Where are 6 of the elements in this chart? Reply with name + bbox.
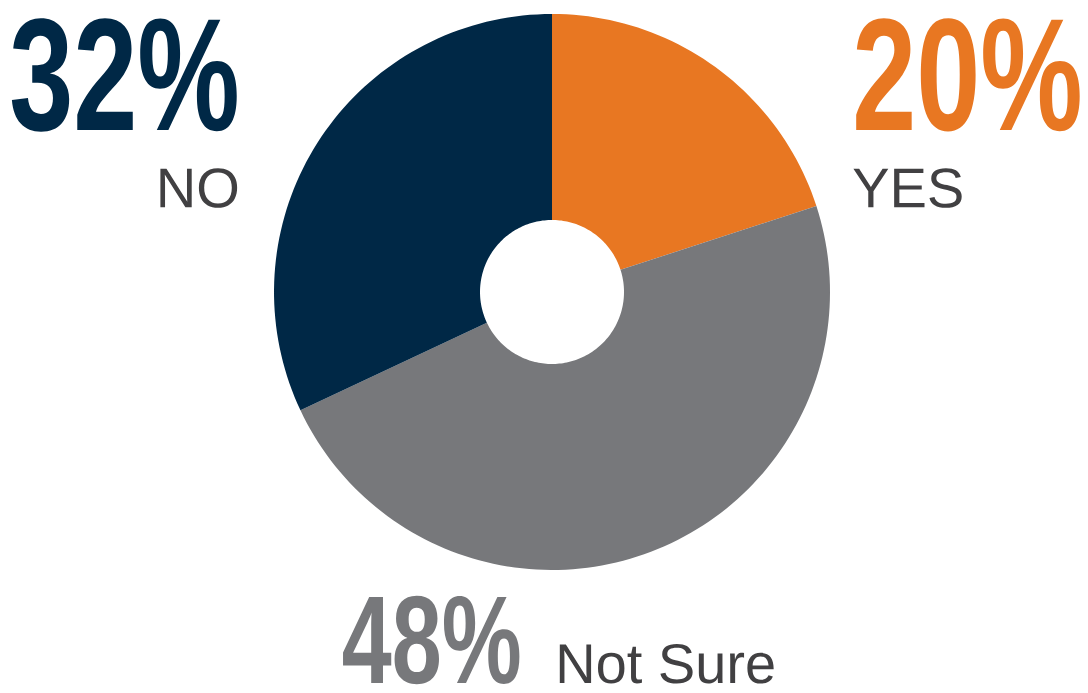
slice-label: Not Sure (559, 643, 774, 684)
data-label: 48% (343, 595, 520, 685)
slice-label: NO (160, 168, 238, 208)
slice-label: YES (853, 168, 962, 208)
data-label: 20% (856, 18, 1080, 132)
data-label: 32% (11, 18, 237, 132)
